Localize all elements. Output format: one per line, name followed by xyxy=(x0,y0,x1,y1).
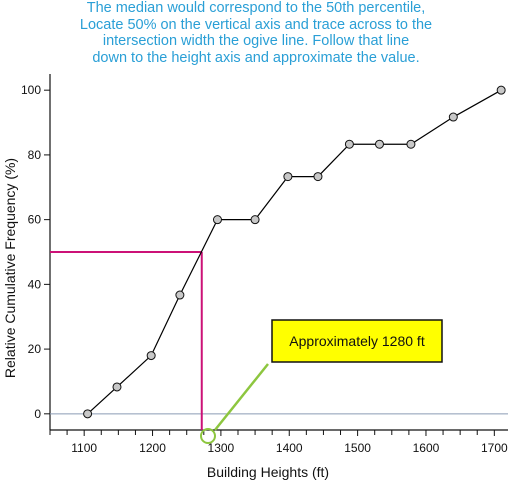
y-tick-label: 40 xyxy=(28,277,42,291)
y-tick-label: 0 xyxy=(34,407,41,421)
x-tick-label: 1200 xyxy=(139,441,166,455)
median-guides xyxy=(50,251,203,430)
x-axis-title: Building Heights (ft) xyxy=(207,464,329,480)
data-point xyxy=(313,172,323,182)
annotation-line-1: The median would correspond to the 50th … xyxy=(86,0,426,16)
data-point xyxy=(112,382,122,392)
y-tick-label: 60 xyxy=(28,213,42,227)
median-marker xyxy=(200,428,216,444)
data-point xyxy=(374,139,384,149)
x-tick-label: 1500 xyxy=(344,441,371,455)
annotation-text: The median would correspond to the 50th … xyxy=(0,0,512,66)
x-tick-label: 1600 xyxy=(413,441,440,455)
x-tick-label: 1400 xyxy=(276,441,303,455)
callout-pointer xyxy=(214,363,269,431)
y-tick-label: 20 xyxy=(28,342,42,356)
y-tick-label: 100 xyxy=(21,83,41,97)
data-point xyxy=(146,351,156,361)
data-point xyxy=(344,139,354,149)
annotation-line-2: Locate 50% on the vertical axis and trac… xyxy=(79,16,433,33)
data-point xyxy=(283,172,293,182)
x-tick-label: 1700 xyxy=(481,441,508,455)
data-point xyxy=(250,215,260,225)
data-point xyxy=(212,215,222,225)
data-point xyxy=(175,290,185,300)
axes: 0 20 40 60 80 100 1100 1200 1300 1400 1500 1600 1700 xyxy=(21,74,508,455)
y-axis-title: Relative Cumulative Frequency (%) xyxy=(2,158,18,378)
data-series xyxy=(83,85,506,419)
callout-text: Approximately 1280 ft xyxy=(289,333,425,349)
callout: Approximately 1280 ft xyxy=(200,319,443,444)
x-tick-label: 1300 xyxy=(208,441,235,455)
y-tick-label: 80 xyxy=(28,148,42,162)
data-point xyxy=(83,409,93,419)
data-point xyxy=(448,112,458,122)
x-tick-label: 1100 xyxy=(71,441,97,455)
annotation-line-4: down to the height axis and approximate … xyxy=(92,49,420,66)
callout-box xyxy=(271,319,443,363)
data-point xyxy=(496,85,506,95)
annotation-line-3: intersection width the ogive line. Follo… xyxy=(102,33,410,50)
data-point xyxy=(406,139,416,149)
